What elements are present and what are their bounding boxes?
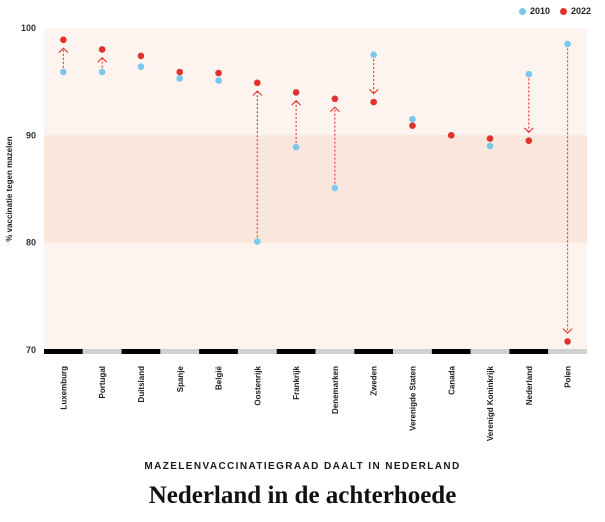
- data-point-2022: [137, 52, 145, 60]
- axis-segment: [470, 349, 510, 354]
- axis-segment: [82, 349, 122, 354]
- x-tick-label: Spanje: [176, 365, 185, 392]
- axis-segment: [354, 349, 394, 354]
- change-arrowhead: [97, 56, 108, 63]
- data-point-2010: [564, 40, 571, 48]
- change-arrowhead: [291, 99, 301, 106]
- chart-title: Nederland in de achterhoede: [148, 482, 457, 509]
- data-point-2010: [292, 143, 300, 151]
- change-arrowhead: [562, 328, 573, 334]
- data-point-2022: [176, 68, 184, 76]
- axis-segment: [431, 349, 471, 354]
- change-arrowhead: [252, 90, 263, 96]
- data-point-2010: [176, 75, 184, 82]
- data-point-2010: [137, 63, 145, 70]
- axis-segment: [315, 349, 355, 354]
- axis-segment: [276, 349, 316, 354]
- data-point-2010: [60, 68, 67, 76]
- legend-swatch-2010: [518, 7, 526, 15]
- data-point-2010: [215, 77, 222, 84]
- axis-segment: [393, 349, 432, 354]
- data-point-2010: [254, 238, 261, 245]
- chart-legend: 2010 2022: [509, 6, 591, 16]
- x-tick-label: Denemarken: [331, 366, 340, 414]
- axis-segment: [160, 349, 200, 354]
- axis-segment: [121, 349, 161, 354]
- data-point-2022: [60, 36, 67, 44]
- data-point-2010: [98, 68, 106, 76]
- data-point-2022: [447, 132, 455, 139]
- data-point-2022: [564, 338, 571, 345]
- chart-subtitle: MAZELENVACCINATIEGRAAD DAALT IN NEDERLAN…: [144, 461, 461, 472]
- y-tick-label: 90: [26, 130, 36, 140]
- highlight-band: [44, 135, 587, 243]
- x-tick-label: Verenigde Staten: [408, 366, 417, 431]
- change-arrowhead: [58, 47, 69, 53]
- data-point-2010: [331, 184, 339, 192]
- data-point-2022: [292, 89, 300, 96]
- change-arrowhead: [523, 127, 534, 134]
- legend-item-2022: 2022: [559, 6, 591, 16]
- data-point-2022: [215, 69, 222, 77]
- data-point-2022: [331, 95, 339, 103]
- x-tick-label: België: [215, 365, 224, 390]
- x-tick-label: Verenigd Koninkrijk: [486, 365, 495, 441]
- y-tick-label: 80: [26, 238, 36, 248]
- y-tick-label: 70: [26, 345, 36, 355]
- data-point-2010: [370, 51, 377, 59]
- legend-swatch-2022: [559, 7, 567, 15]
- axis-segment: [44, 349, 83, 354]
- change-arrowhead: [330, 106, 340, 113]
- legend-label-2022: 2022: [570, 6, 591, 16]
- x-tick-label: Canada: [447, 365, 456, 394]
- data-point-2022: [409, 122, 416, 129]
- data-point-2022: [486, 135, 494, 142]
- data-point-2022: [98, 46, 106, 53]
- change-arrowhead: [368, 88, 379, 95]
- x-tick-label: Nederland: [525, 366, 534, 405]
- x-tick-label: Duitsland: [137, 366, 146, 403]
- axis-segment: [237, 349, 277, 354]
- x-tick-label: Zweden: [370, 366, 379, 396]
- data-point-2022: [370, 98, 377, 106]
- x-tick-label: Portugal: [98, 366, 107, 398]
- y-axis-label: % vaccinatie tegen mazelen: [5, 136, 14, 241]
- x-tick-label: Polen: [564, 366, 573, 388]
- data-point-2010: [486, 142, 494, 150]
- axis-segment: [548, 349, 587, 354]
- data-point-2010: [409, 115, 416, 123]
- data-point-2022: [525, 137, 533, 144]
- data-point-2022: [254, 79, 261, 87]
- axis-segment: [509, 349, 549, 354]
- x-tick-label: Oostenrijk: [253, 365, 262, 405]
- legend-label-2010: 2010: [529, 6, 550, 16]
- legend-item-2010: 2010: [518, 6, 550, 16]
- data-point-2010: [525, 70, 533, 78]
- y-tick-label: 100: [21, 23, 36, 33]
- axis-segment: [199, 349, 238, 354]
- x-tick-label: Luxemburg: [59, 366, 68, 410]
- x-tick-label: Frankrijk: [292, 365, 301, 399]
- chart: 70 80 90 100 % vaccinatie tegen mazelen Luxem…: [5, 23, 587, 441]
